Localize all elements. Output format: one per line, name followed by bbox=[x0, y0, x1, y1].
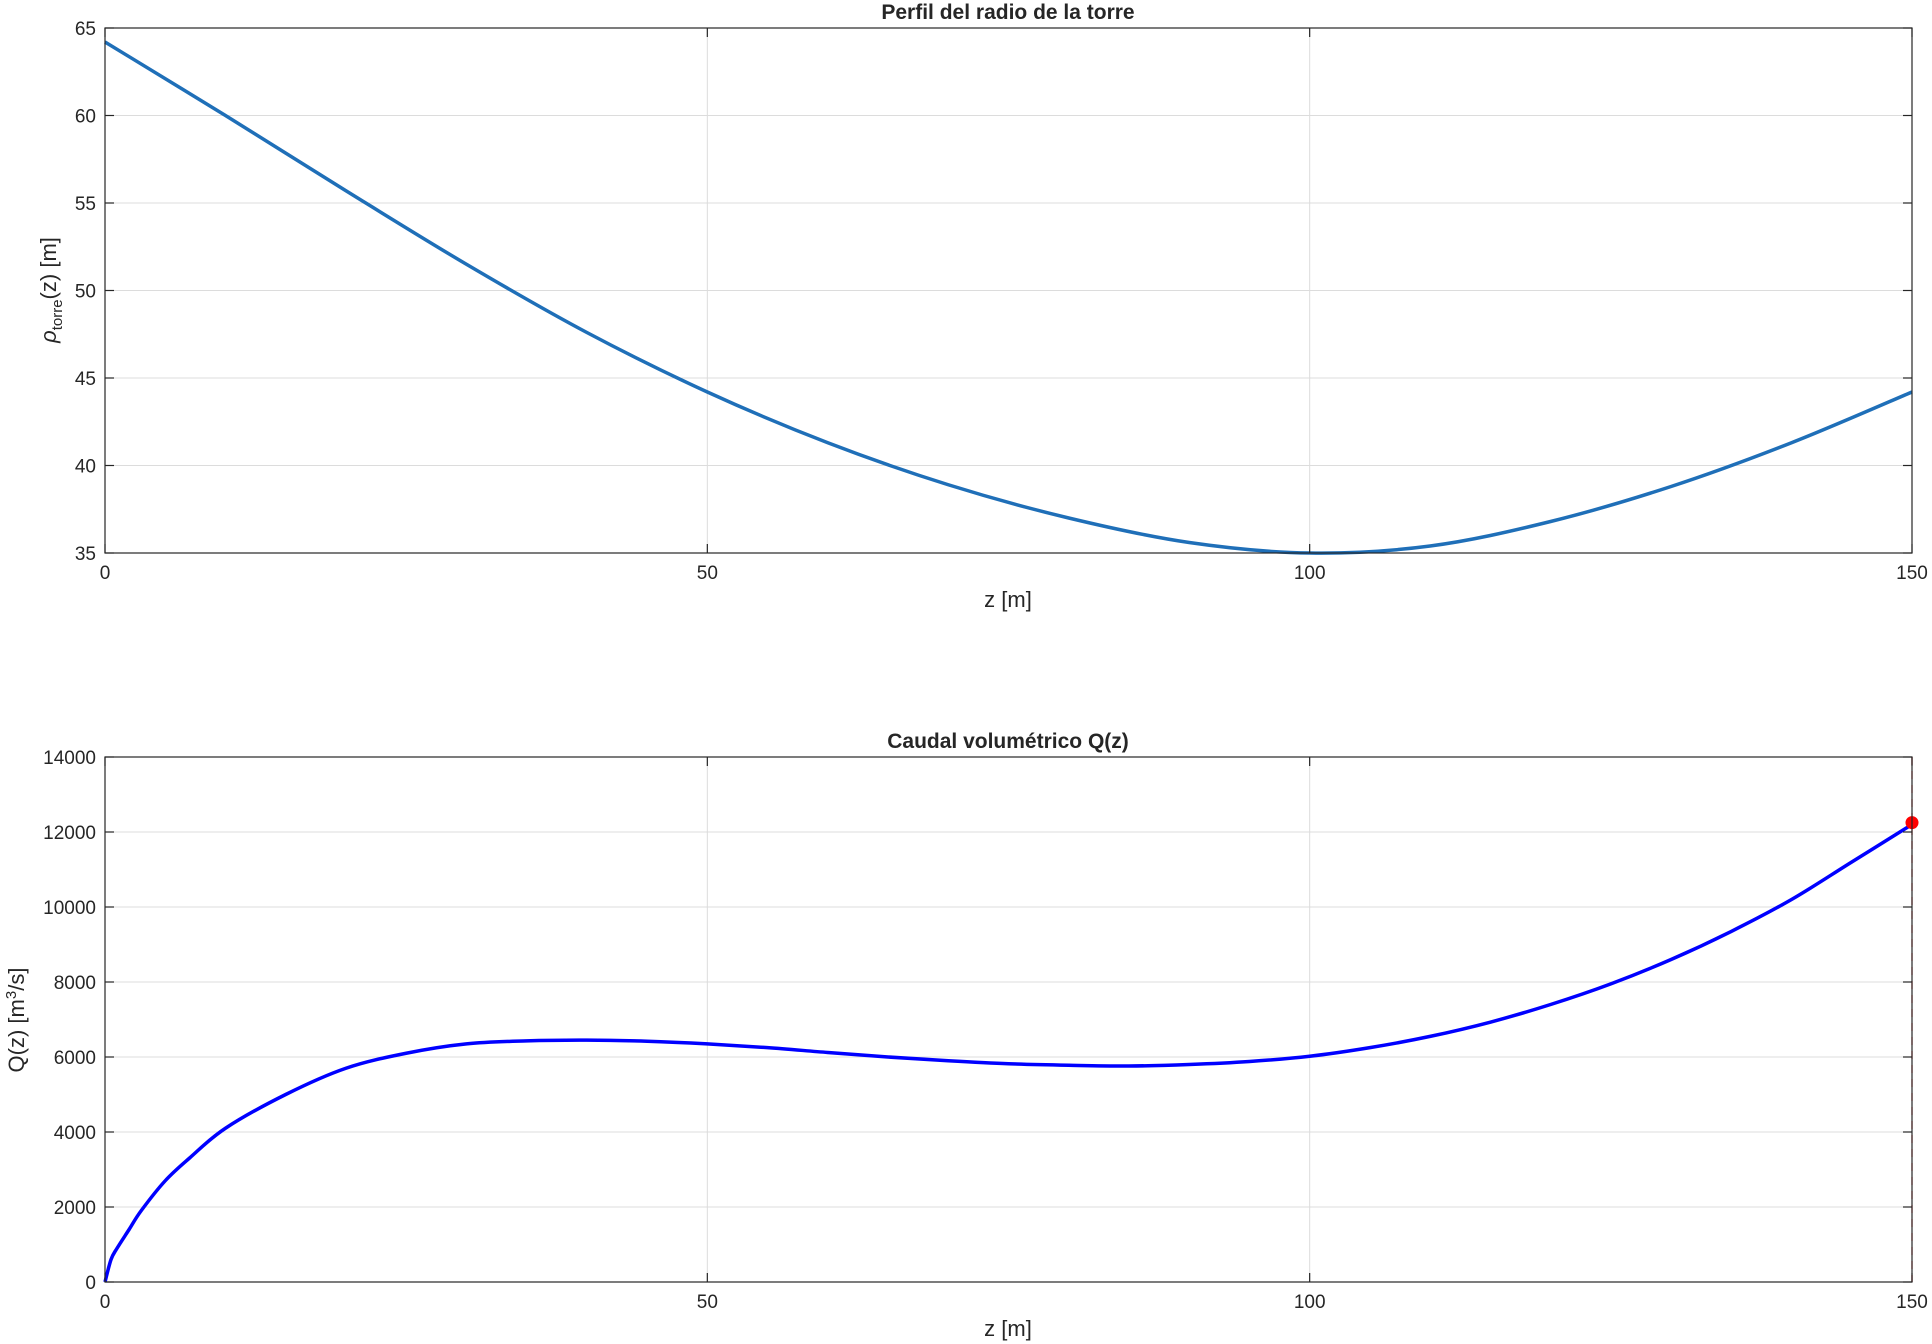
y-tick-label: 10000 bbox=[43, 898, 96, 919]
y-tick-label: 8000 bbox=[54, 973, 96, 994]
y-axis-label-sub: torre bbox=[49, 299, 66, 330]
y-tick-label: 14000 bbox=[43, 748, 96, 769]
x-tick-label: 150 bbox=[1896, 563, 1928, 584]
x-tick-label: 50 bbox=[697, 1292, 718, 1313]
y-axis-label-base: ρ bbox=[36, 330, 61, 344]
series-layer bbox=[104, 40, 1913, 555]
y-axis-label-rest: /s] bbox=[4, 968, 29, 991]
x-tick-label: 50 bbox=[697, 563, 718, 584]
series-line-0 bbox=[103, 823, 1913, 1283]
y-axis-label-sup: 3 bbox=[3, 991, 20, 999]
x-tick-label: 0 bbox=[100, 563, 111, 584]
series-line-0 bbox=[104, 40, 1913, 555]
y-tick-label: 12000 bbox=[43, 823, 96, 844]
y-tick-label: 6000 bbox=[54, 1048, 96, 1069]
x-tick-label: 100 bbox=[1294, 563, 1326, 584]
y-tick-label: 2000 bbox=[54, 1198, 96, 1219]
x-tick-label: 150 bbox=[1896, 1292, 1928, 1313]
y-tick-label: 60 bbox=[75, 107, 96, 128]
chart-title: Perfil del radio de la torre bbox=[881, 1, 1134, 24]
y-axis-label-base: Q(z) [m bbox=[4, 999, 29, 1072]
y-axis-label: Q(z) [m3/s] bbox=[3, 968, 29, 1073]
plot-area bbox=[105, 757, 1912, 1282]
y-tick-label: 55 bbox=[75, 194, 96, 215]
y-tick-label: 40 bbox=[75, 457, 96, 478]
y-tick-label: 35 bbox=[75, 544, 96, 565]
x-axis-label: z [m] bbox=[984, 587, 1032, 612]
radius-profile-axes: 0 50 100 150 35 40 45 50 55 60 65 Perfil del radio… bbox=[36, 1, 1928, 612]
x-tick-label: 0 bbox=[100, 1292, 111, 1313]
x-axis-label: z [m] bbox=[984, 1316, 1032, 1341]
y-tick-label: 65 bbox=[75, 19, 96, 40]
tick-layer: 0 50 100 150 0 2000 4000 6000 8000 10000 12000 1400… bbox=[43, 748, 1928, 1313]
y-axis-label-rest: (z) [m] bbox=[36, 237, 61, 299]
y-axis-label: ρtorre(z) [m] bbox=[36, 237, 66, 344]
y-tick-label: 45 bbox=[75, 369, 96, 390]
flow-rate-axes: 0 50 100 150 0 2000 4000 6000 8000 10000 12000 1400… bbox=[3, 730, 1928, 1341]
y-tick-label: 50 bbox=[75, 282, 96, 303]
axes-frame bbox=[104, 756, 1913, 1283]
y-tick-label: 0 bbox=[85, 1273, 96, 1294]
x-tick-label: 100 bbox=[1294, 1292, 1326, 1313]
chart-title: Caudal volumétrico Q(z) bbox=[887, 730, 1129, 753]
y-tick-label: 4000 bbox=[54, 1123, 96, 1144]
tick-layer: 0 50 100 150 35 40 45 50 55 60 65 bbox=[75, 19, 1928, 584]
